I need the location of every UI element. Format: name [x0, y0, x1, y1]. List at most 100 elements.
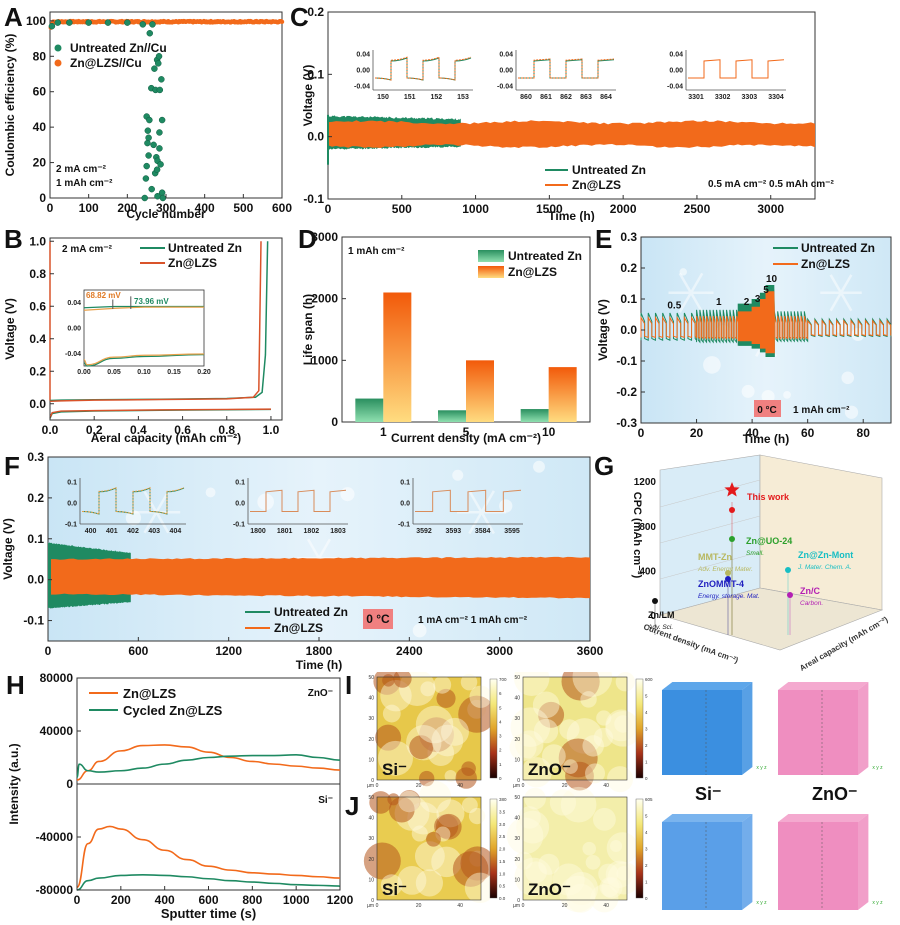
heatmap-blob	[426, 831, 441, 847]
heatmap-blob	[615, 672, 636, 692]
y-tick-label: -0.1	[303, 192, 324, 206]
heatmap-y-tick: 10	[368, 757, 374, 763]
cube-j-zno-side	[858, 814, 869, 910]
cube-i-zno-side	[858, 682, 869, 775]
z-tick-label: 0	[650, 611, 656, 622]
colorbar-tick: 2	[645, 863, 648, 868]
inset-line-untreated-plate	[83, 305, 204, 309]
heatmap-frame	[376, 676, 482, 781]
heatmap-frame	[522, 676, 628, 781]
heatmap-blob	[593, 727, 614, 748]
y-tick-label: -0.1	[616, 354, 637, 368]
y-tick-label: 0.0	[307, 130, 324, 144]
heatmap-blob	[380, 874, 403, 896]
heatmap-y-tick: 50	[368, 795, 374, 801]
colorbar-tick: 0	[499, 776, 502, 781]
bar-lzs-5	[466, 360, 494, 422]
chart-d-life-span: 1 5 10 0 1000 2000 3000 Current density (mA cm⁻…	[301, 230, 591, 445]
chart-e-rate-0c: 0 20 40 60 80 -0.3 -0.2 -0.1 0.0 0.1 0.2 0.3 Time (h…	[596, 230, 892, 446]
heatmap-y-tick: 40	[514, 816, 520, 822]
heatmap-blob	[382, 674, 395, 687]
inset-x-tick-label: 0.05	[107, 369, 121, 376]
heatmap-blob	[605, 709, 638, 742]
cube-j-si-front	[662, 822, 742, 910]
x-tick-label: 200	[117, 201, 137, 215]
x-tick-label: 80	[857, 426, 871, 440]
series-line-lzs-zno	[76, 744, 341, 781]
inset-x-tick-label: 0.00	[77, 369, 91, 376]
point-reference: J. Mater. Chem. A.	[797, 564, 852, 571]
inset-y-tick-label: -0.1	[398, 522, 410, 529]
y-tick-label: 0.3	[27, 450, 44, 464]
heatmap-label: Si⁻	[382, 880, 407, 899]
point-reference: Energy. storage. Mat.	[698, 593, 760, 600]
x-tick-label: 1800	[306, 644, 333, 658]
panel-label-f: F	[4, 451, 20, 481]
series-line-lzs	[640, 291, 892, 354]
heatmap-blob	[614, 715, 632, 733]
data-point-untreated	[149, 21, 156, 28]
point-reference: Small.	[746, 550, 764, 557]
annotation-current: 2 mA cm⁻²	[56, 164, 107, 175]
heatmap-blob	[605, 711, 641, 747]
tof-sims-3d-cubes: x y z x y z x y z x y z	[662, 682, 883, 910]
x-tick-label: 0	[325, 202, 332, 216]
series-line-cycled-si	[76, 873, 341, 891]
series-band-lzs	[51, 556, 591, 599]
heatmap-blob	[606, 832, 639, 864]
cube-j-si-top	[662, 814, 753, 822]
colorbar	[489, 678, 498, 779]
heatmap-y-tick: 50	[368, 675, 374, 681]
inset-x-tick-label: 3592	[416, 528, 432, 535]
point-label: Zn/C	[800, 586, 820, 596]
y-axis-label: Intensity (a.u.)	[7, 743, 21, 824]
inset-c-3301: -0.04 0.00 0.04 3301 3302 3303 3304	[667, 50, 786, 101]
snow-blur	[783, 390, 791, 399]
y-tick-label: 3000	[311, 230, 338, 244]
y-axis-label: Coulombic efficiency (%)	[3, 34, 17, 177]
inset-x-tick-label: 401	[106, 528, 118, 535]
x-tick-label: 1000	[283, 893, 310, 907]
data-point	[725, 570, 731, 576]
x-tick-label: 600	[272, 201, 292, 215]
snow-blur	[340, 487, 355, 502]
panel-label-j: J	[345, 791, 360, 821]
y-tick-label: 40000	[40, 724, 74, 738]
inset-y-tick-label: 0.04	[67, 300, 81, 307]
inset-x-tick-label: 3304	[768, 94, 784, 101]
x-axis-label: Sputter time (s)	[161, 906, 256, 921]
colorbar-tick: 1	[645, 880, 648, 885]
bar-lzs-10	[548, 367, 577, 422]
point-reference: Adv. Energy Mater.	[697, 566, 753, 573]
heatmap-blob	[596, 710, 612, 726]
heatmap-blob	[563, 759, 578, 774]
inset-x-tick-label: 404	[170, 528, 182, 535]
heatmap-unit: µm	[367, 903, 374, 909]
legend-label-lzs: Zn@LZS	[274, 621, 323, 635]
temperature-label: 0 °C	[757, 405, 777, 416]
heatmap-blob	[601, 877, 623, 899]
heatmap-blob	[582, 735, 604, 757]
back-wall-right	[759, 454, 883, 611]
data-point-untreated	[141, 194, 148, 202]
data-point-untreated	[145, 134, 152, 142]
colorbar-tick: 4	[645, 830, 648, 835]
annotation-capacity: 1 mAh cm⁻²	[56, 178, 113, 189]
snow-blur	[499, 499, 513, 513]
x-tick-label: 100	[79, 201, 99, 215]
x-axis-label: Cycle number	[126, 207, 206, 221]
data-point-untreated	[158, 189, 166, 196]
heatmap-x-tick: 20	[416, 783, 422, 789]
point-label: ZnOMMT-4	[698, 579, 744, 589]
heatmap-blob	[572, 672, 613, 697]
x-tick-label: 2400	[396, 644, 423, 658]
heatmap-blob	[525, 861, 547, 884]
heatmap-y-tick: 0	[517, 898, 520, 904]
heatmap-y-tick: 20	[368, 857, 374, 863]
data-point-untreated	[139, 21, 147, 28]
inset-y-tick-label: 0.00	[499, 68, 513, 75]
y-axis-label: Life span (h)	[301, 294, 315, 365]
colorbar-tick: 1.5	[499, 859, 506, 864]
